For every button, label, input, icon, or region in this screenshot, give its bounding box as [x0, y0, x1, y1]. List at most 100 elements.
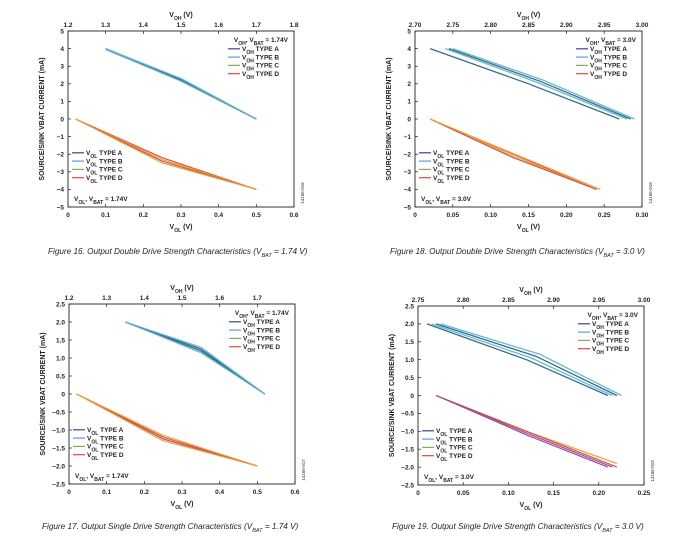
- y-tick-label: 2.5: [56, 301, 65, 308]
- voh-legend-label: VOH TYPE D: [243, 344, 280, 354]
- vol-series-line: [76, 393, 258, 467]
- figure-caption: Figure 17. Output Single Drive Strength …: [42, 522, 299, 534]
- voh-legend-label: VOH TYPE A: [242, 46, 279, 56]
- x-top-tick-label: 3.00: [636, 22, 649, 29]
- y-tick-label: 4: [407, 46, 411, 53]
- chart-fig19: 2.52.01.51.00.50−0.5−1.0−1.5−2.0−2.50 0.0…: [389, 287, 655, 534]
- x-bottom-tick-label: 0.10: [502, 490, 515, 497]
- voh-series-line: [429, 47, 620, 120]
- x-top-tick-label: 1.8: [289, 22, 298, 29]
- y-tick-label: −4: [57, 187, 65, 194]
- voh-condition-label: VOH, VBAT = 1.74V: [234, 37, 289, 47]
- x-top-tick-label: 1.7: [252, 22, 261, 29]
- vol-legend-label: VOL TYPE C: [436, 445, 473, 455]
- x-top-tick-label: 1.6: [214, 22, 223, 29]
- y-tick-label: −2: [57, 152, 65, 159]
- vol-legend-label: VOL TYPE A: [433, 150, 470, 160]
- x-top-tick-label: 2.70: [409, 22, 422, 29]
- y-tick-label: 2: [407, 81, 411, 88]
- x-top-tick-label: 2.80: [484, 22, 497, 29]
- voh-legend-label: VOH TYPE B: [242, 54, 279, 64]
- top-axis-title: VOH (V): [517, 12, 540, 22]
- x-bottom-tick-label: 0: [66, 212, 70, 219]
- vol-condition-label: VOL, VBAT = 3.0V: [424, 474, 475, 484]
- x-bottom-tick-label: 0.25: [638, 490, 651, 497]
- vol-legend-label: VOL TYPE C: [87, 444, 124, 454]
- y-tick-label: −0.5: [52, 409, 65, 416]
- y-tick-label: −1.0: [52, 427, 65, 434]
- voh-legend-label: VOH TYPE A: [590, 46, 627, 56]
- voh-series-line: [431, 323, 613, 397]
- y-tick-label: 0: [60, 116, 64, 123]
- x-top-tick-label: 2.85: [522, 22, 535, 29]
- chart-fig17: 2.52.01.51.00.50−0.5−1.0−1.5−2.0−2.50 0.1…: [40, 285, 306, 534]
- vol-legend-label: VOL TYPE B: [433, 158, 470, 168]
- y-tick-label: 1.0: [56, 355, 65, 362]
- figure-caption: Figure 19. Output Single Drive Strength …: [392, 522, 644, 534]
- y-tick-label: 1: [60, 99, 64, 106]
- x-bottom-tick-label: 0.5: [252, 212, 261, 219]
- x-bottom-tick-label: 0.30: [636, 212, 649, 219]
- x-bottom-tick-label: 0.1: [101, 212, 110, 219]
- y-axis-title: SOURCE/SINK VBAT CURRENT (mA): [389, 334, 396, 457]
- figure-code: 14166-016: [300, 182, 305, 204]
- x-bottom-tick-label: 0.2: [139, 212, 148, 219]
- y-tick-label: 2.0: [405, 321, 414, 328]
- vol-legend-label: VOL TYPE C: [86, 167, 123, 177]
- x-top-tick-label: 1.5: [177, 295, 186, 302]
- x-bottom-tick-label: 0.05: [457, 490, 470, 497]
- y-tick-label: 2.0: [56, 319, 65, 326]
- x-bottom-tick-label: 0.3: [177, 489, 186, 496]
- y-tick-label: −5: [57, 204, 65, 211]
- y-tick-label: 1.0: [405, 357, 414, 364]
- y-tick-label: −2.5: [401, 482, 414, 489]
- x-top-tick-label: 2.95: [592, 297, 605, 304]
- x-bottom-tick-label: 0: [413, 212, 417, 219]
- voh-legend-label: VOH TYPE B: [592, 329, 629, 339]
- vol-legend-label: VOL TYPE A: [87, 427, 124, 437]
- y-tick-label: −0.5: [401, 411, 414, 418]
- figure-code: 14166-017: [301, 459, 306, 481]
- voh-series-line: [452, 47, 635, 120]
- x-top-tick-label: 2.80: [457, 297, 470, 304]
- y-tick-label: 0.5: [405, 375, 414, 382]
- x-bottom-tick-label: 0.05: [447, 212, 460, 219]
- vol-condition-label: VOL, VBAT = 1.74V: [74, 196, 128, 206]
- x-top-tick-label: 2.95: [598, 22, 611, 29]
- voh-series-line: [440, 323, 622, 397]
- y-axis-title: SOURCE/SINK VBAT CURRENT (mA): [40, 332, 47, 455]
- vol-series-line: [429, 118, 601, 190]
- voh-condition-label: VOH, VBAT = 3.0V: [586, 37, 637, 47]
- voh-series-line: [435, 323, 618, 397]
- y-tick-label: −1.5: [401, 447, 414, 454]
- y-tick-label: 1: [407, 99, 411, 106]
- y-tick-label: −5: [404, 204, 412, 211]
- vol-legend-label: VOL TYPE D: [436, 453, 473, 463]
- x-top-tick-label: 1.7: [253, 295, 262, 302]
- voh-legend-label: VOH TYPE C: [243, 336, 280, 346]
- x-top-tick-label: 1.2: [63, 22, 72, 29]
- x-top-tick-label: 2.75: [412, 297, 425, 304]
- vol-legend-label: VOL TYPE A: [86, 150, 123, 160]
- voh-condition-label: VOH, VBAT = 3.0V: [588, 312, 639, 322]
- y-axis-title: SOURCE/SINK VBAT CURRENT (mA): [386, 57, 393, 180]
- bottom-axis-title: VOL (V): [170, 224, 193, 234]
- x-top-tick-label: 2.90: [560, 22, 573, 29]
- x-bottom-tick-label: 0.3: [176, 212, 185, 219]
- y-tick-label: 2: [60, 81, 64, 88]
- top-axis-title: VOH (V): [170, 285, 193, 295]
- y-axis-title: SOURCE/SINK VBAT CURRENT (mA): [39, 57, 46, 180]
- y-tick-label: 1.5: [405, 339, 414, 346]
- x-top-tick-label: 1.6: [215, 295, 224, 302]
- bottom-axis-title: VOL (V): [517, 224, 540, 234]
- voh-legend-label: VOH TYPE D: [590, 71, 627, 81]
- voh-legend-label: VOH TYPE D: [592, 346, 629, 356]
- vol-condition-label: VOL, VBAT = 1.74V: [75, 473, 129, 483]
- x-bottom-tick-label: 0.25: [598, 212, 611, 219]
- voh-condition-label: VOH, VBAT = 1.74V: [235, 310, 290, 320]
- x-bottom-tick-label: 0: [67, 489, 71, 496]
- vol-series-line: [429, 118, 597, 190]
- y-tick-label: 3: [60, 64, 64, 71]
